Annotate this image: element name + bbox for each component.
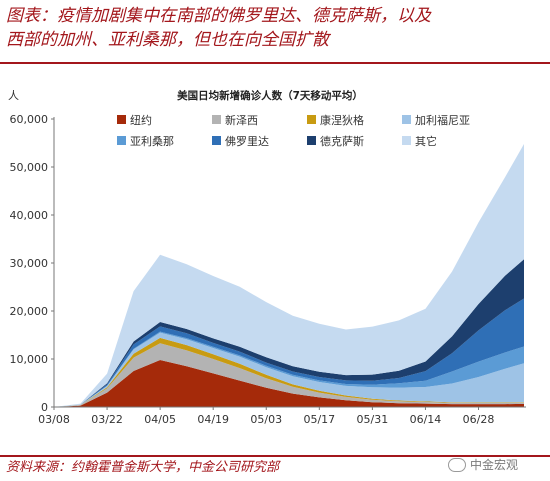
y-tick-label: 30,000: [10, 257, 49, 270]
x-tick-label: 06/28: [463, 413, 495, 426]
y-tick-label: 50,000: [10, 161, 49, 174]
area-series-1: [54, 360, 524, 407]
x-tick-label: 05/17: [303, 413, 335, 426]
legend-swatch: [402, 115, 411, 124]
x-tick-label: 05/31: [357, 413, 389, 426]
x-tick-label: 03/08: [38, 413, 70, 426]
source-note: 资料来源：约翰霍普金斯大学，中金公司研究部: [6, 460, 280, 475]
legend-swatch: [117, 115, 126, 124]
title-line-2: 西部的加州、亚利桑那，但也在向全国扩散: [6, 30, 329, 50]
wechat-icon: [448, 458, 466, 472]
y-axis-unit-label: 人: [8, 89, 19, 102]
axes: 0 10,000 20,000 30,000 40,000 50,000 60,000 03/…: [10, 113, 526, 426]
legend-label: 纽约: [130, 113, 152, 127]
watermark-text: 中金宏观: [470, 458, 519, 472]
legend-label: 其它: [415, 134, 437, 148]
area-series-8: [54, 144, 524, 407]
y-tick-label: 10,000: [10, 353, 49, 366]
area-series-6: [54, 298, 524, 407]
legend-label: 康涅狄格: [320, 113, 364, 127]
x-tick-label: 06/14: [410, 413, 442, 426]
x-tick-label: 04/19: [197, 413, 229, 426]
legend-label: 亚利桑那: [130, 135, 174, 148]
x-tick-label: 04/05: [144, 413, 176, 426]
x-tick-label: 05/03: [250, 413, 282, 426]
y-tick-label: 40,000: [10, 209, 49, 222]
legend-swatch: [307, 115, 316, 124]
y-tick-label: 60,000: [10, 113, 49, 126]
legend-swatch: [307, 136, 316, 145]
legend-label: 新泽西: [225, 113, 258, 127]
legend-label: 德克萨斯: [320, 134, 364, 148]
area-series-4: [54, 332, 524, 407]
y-tick-label: 20,000: [10, 305, 49, 318]
legend-swatch: [212, 136, 221, 145]
legend-label: 加利福尼亚: [415, 113, 470, 127]
chart-title-banner: 图表：疫情加剧集中在南部的佛罗里达、德克萨斯，以及 西部的加州、亚利桑那，但也在…: [6, 4, 546, 52]
bottom-divider: [0, 455, 550, 457]
legend-label: 佛罗里达: [225, 135, 269, 148]
chart-title: 美国日均新增确诊人数（7天移动平均）: [177, 89, 363, 102]
stacked-areas: [54, 144, 524, 407]
x-tick-label: 03/22: [91, 413, 123, 426]
legend-swatch: [117, 136, 126, 145]
area-series-7: [54, 259, 524, 407]
watermark: 中金宏观: [448, 456, 518, 474]
y-tick-label: 0: [41, 401, 48, 414]
top-divider: [0, 62, 550, 64]
title-line-1: 图表：疫情加剧集中在南部的佛罗里达、德克萨斯，以及: [6, 6, 431, 26]
legend-swatch: [212, 115, 221, 124]
area-series-2: [54, 343, 524, 407]
legend-swatch: [402, 136, 411, 145]
